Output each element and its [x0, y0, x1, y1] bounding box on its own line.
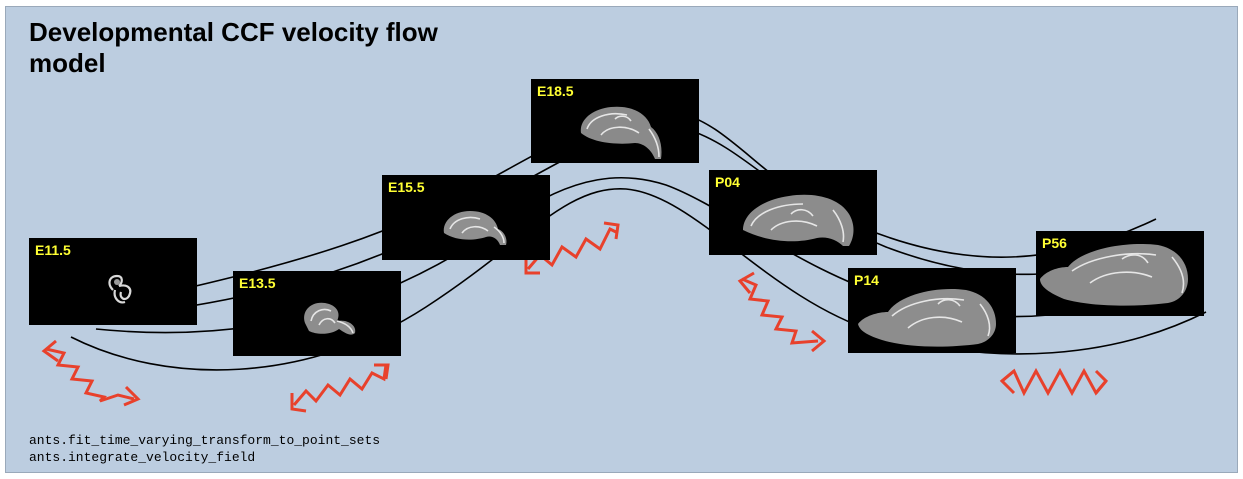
code-line: ants.fit_time_varying_transform_to_point…	[29, 433, 381, 448]
wavy-arrow	[290, 363, 390, 413]
timepoint-label: E13.5	[239, 275, 276, 291]
timepoint-label: P56	[1042, 235, 1067, 251]
brain-image-p04	[743, 194, 854, 246]
timepoint-panel-e18-5: E18.5	[531, 79, 699, 163]
brain-image-p56	[1040, 243, 1188, 306]
brain-image-p14	[858, 288, 996, 347]
wavy-arrow	[737, 271, 827, 353]
flow-line	[70, 188, 1207, 371]
timepoint-label: E15.5	[388, 179, 425, 195]
timepoint-label: P14	[854, 272, 879, 288]
brain-image-e15-5	[443, 211, 507, 245]
diagram-title: Developmental CCF velocity flow model	[29, 17, 438, 78]
timepoint-panel-p56: P56	[1036, 231, 1204, 316]
timepoint-panel-e13-5: E13.5	[233, 271, 401, 356]
timepoint-label: E18.5	[537, 83, 574, 99]
brain-image-e11-5	[108, 274, 132, 304]
brain-image-e18-5	[580, 106, 662, 159]
timepoint-panel-p14: P14	[848, 268, 1016, 353]
code-line: ants.integrate_velocity_field	[29, 450, 256, 465]
code-snippet: ants.fit_time_varying_transform_to_point…	[29, 432, 380, 466]
timepoint-label: P04	[715, 174, 740, 190]
wavy-arrow	[999, 367, 1109, 397]
timepoint-label: E11.5	[35, 242, 71, 258]
timepoint-panel-e15-5: E15.5	[382, 175, 550, 260]
velocity-flow-lines	[41, 109, 1207, 413]
timepoint-panel-p04: P04	[709, 170, 877, 255]
brain-image-e13-5	[304, 302, 356, 335]
diagram-canvas: Developmental CCF velocity flow model	[5, 6, 1238, 473]
wavy-arrow	[41, 339, 141, 407]
timepoint-panel-e11-5: E11.5	[29, 238, 197, 325]
